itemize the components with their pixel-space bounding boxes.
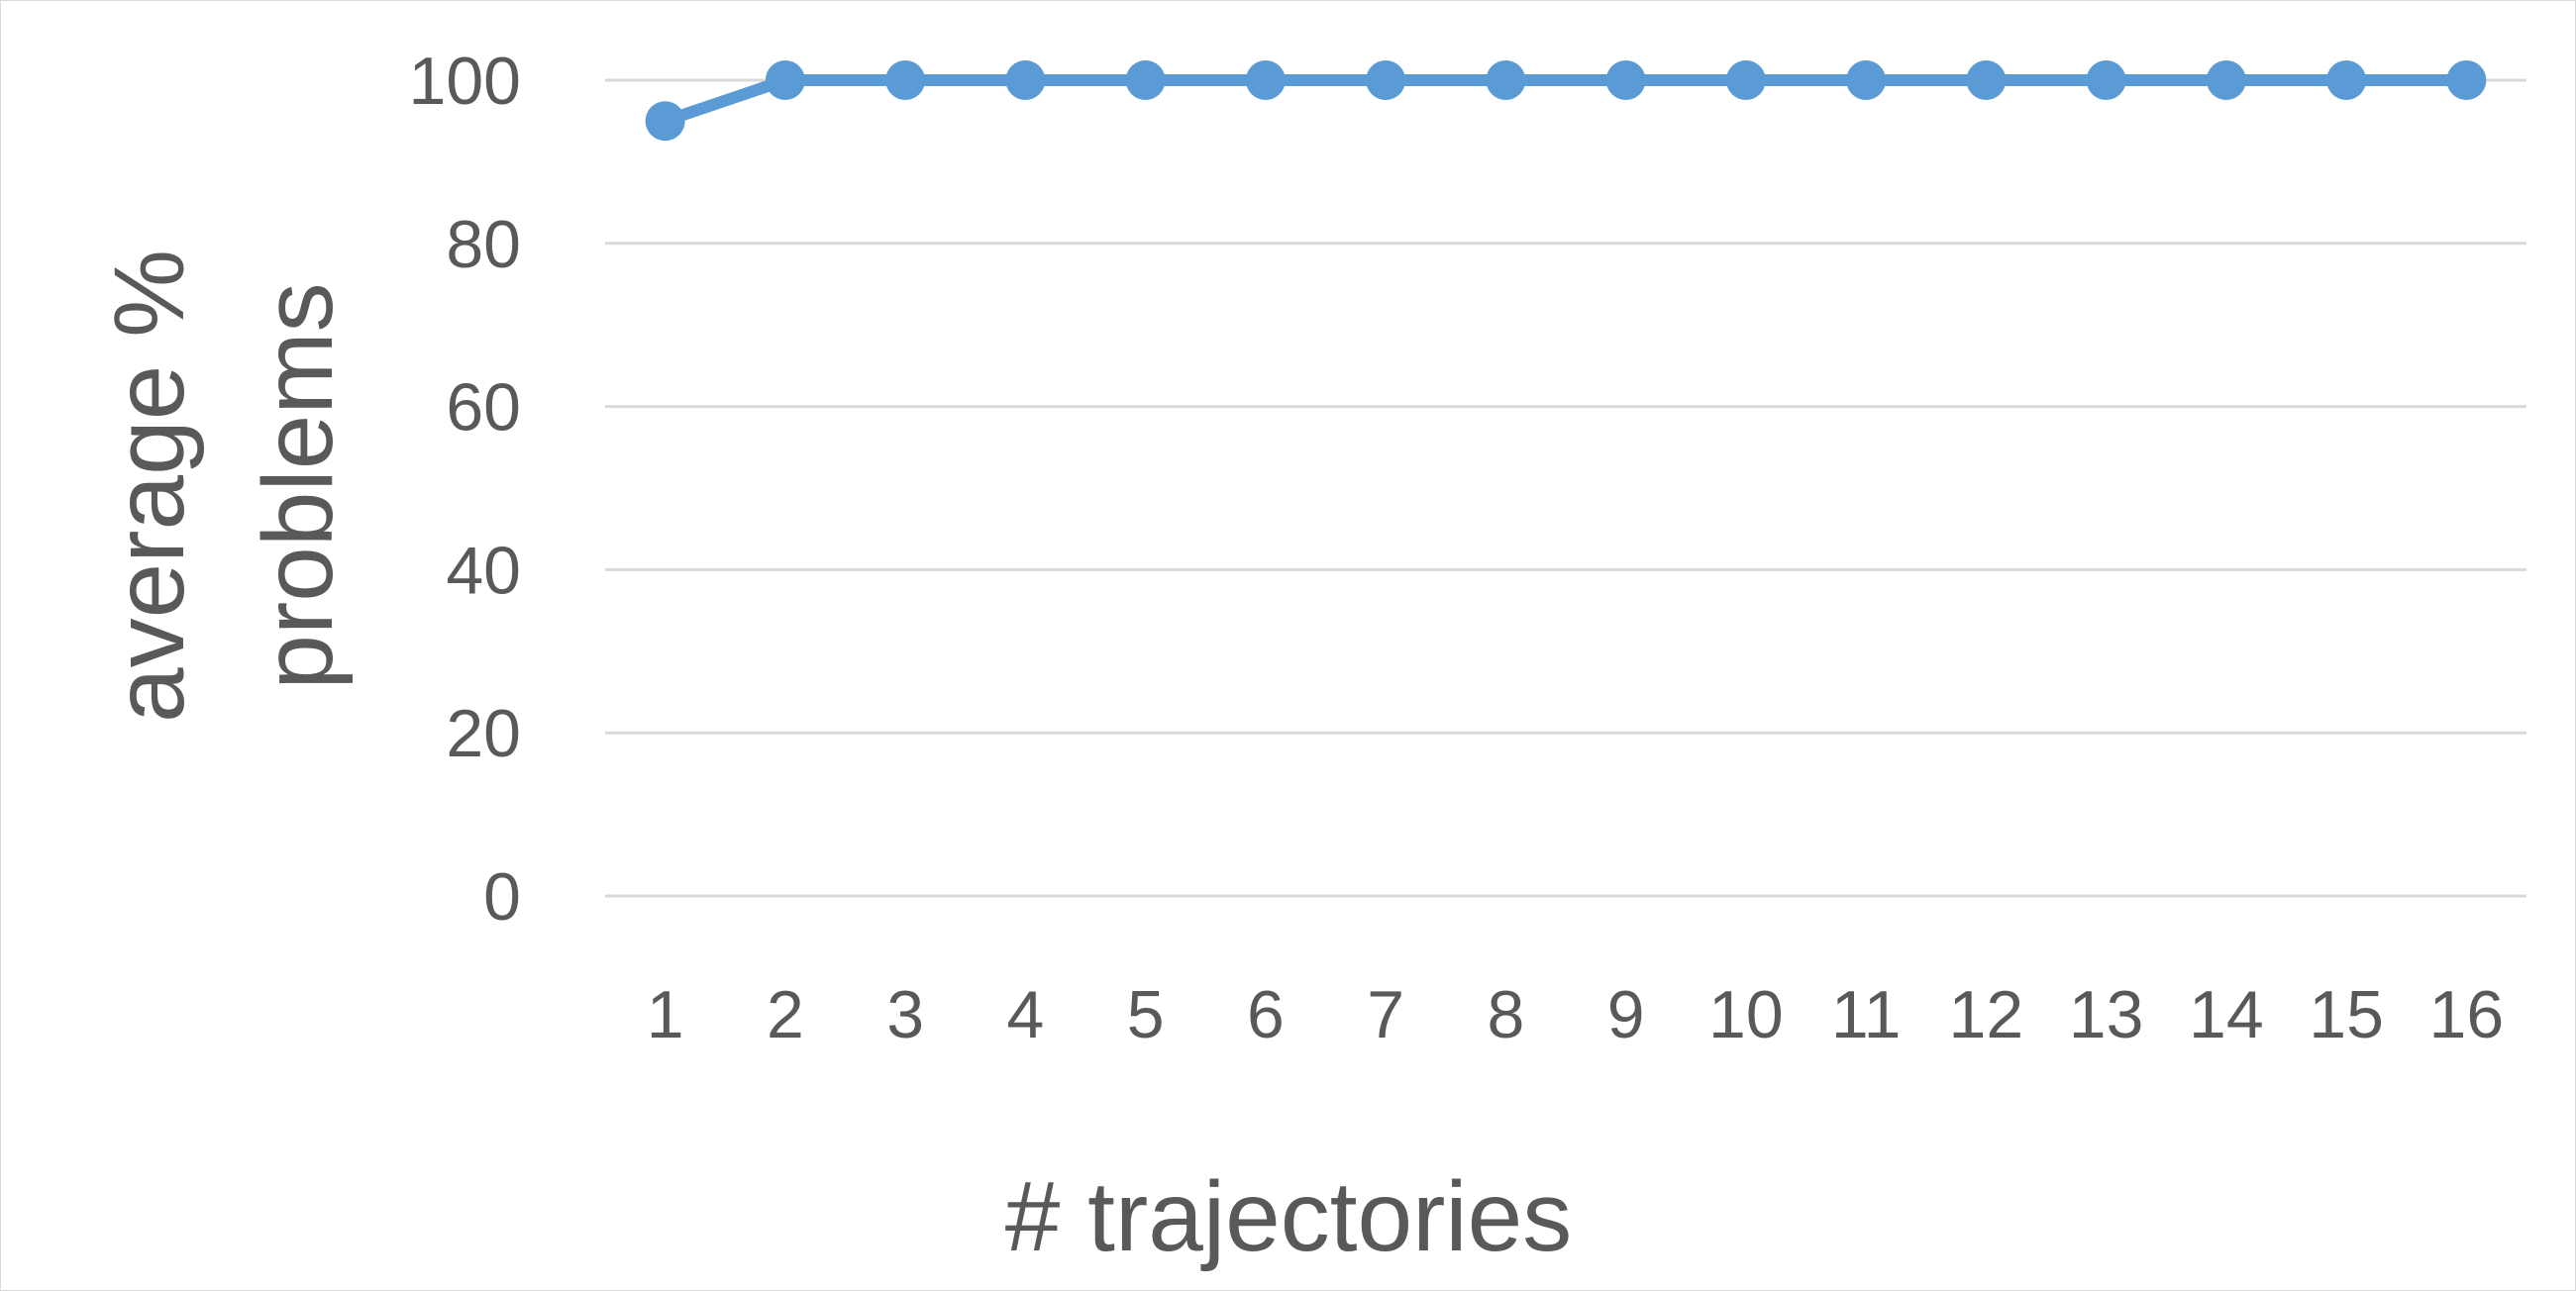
y-tick-label: 20 (446, 696, 521, 771)
series-layer (645, 60, 2487, 142)
x-tick-label: 16 (2429, 977, 2505, 1052)
data-point (1966, 60, 2007, 100)
data-point (1366, 60, 1406, 100)
data-point (2446, 60, 2487, 100)
x-tick-label: 4 (1006, 977, 1044, 1052)
x-tick-label: 14 (2189, 977, 2264, 1052)
x-tick-label: 1 (647, 977, 684, 1052)
data-point (2326, 60, 2367, 100)
data-point (1486, 60, 1526, 100)
y-axis-title-line-2: problems (243, 282, 354, 689)
x-axis-title: # trajectories (1005, 1161, 1572, 1272)
data-point (2086, 60, 2126, 100)
x-tick-label: 3 (886, 977, 924, 1052)
x-tick-label: 8 (1487, 977, 1524, 1052)
data-point (645, 101, 685, 142)
data-point (1245, 60, 1286, 100)
x-tick-label: 11 (1831, 977, 1902, 1052)
x-tick-label: 5 (1127, 977, 1165, 1052)
data-point (1125, 60, 1166, 100)
x-tick-label: 2 (767, 977, 804, 1052)
y-tick-labels: 0 20 40 60 80 100 (409, 44, 521, 935)
y-axis-title-line-1: average % (94, 249, 205, 723)
x-tick-labels: 1 2 3 4 5 6 7 8 9 10 11 12 13 14 15 16 (647, 977, 2504, 1052)
y-tick-label: 100 (409, 44, 521, 119)
data-point (1846, 60, 1887, 100)
data-point (1605, 60, 1646, 100)
data-point (2206, 60, 2246, 100)
data-point (885, 60, 926, 100)
x-tick-label: 7 (1367, 977, 1404, 1052)
x-tick-label: 12 (1949, 977, 2024, 1052)
x-tick-label: 13 (2069, 977, 2144, 1052)
series-line (663, 74, 2467, 127)
data-point (765, 60, 805, 100)
data-point (1725, 60, 1766, 100)
y-tick-label: 0 (483, 859, 521, 935)
y-tick-label: 60 (446, 370, 521, 446)
x-tick-label: 10 (1708, 977, 1784, 1052)
x-tick-label: 6 (1247, 977, 1285, 1052)
x-tick-label: 15 (2309, 977, 2384, 1052)
y-tick-label: 40 (446, 533, 521, 608)
x-tick-label: 9 (1607, 977, 1645, 1052)
data-point (1005, 60, 1046, 100)
y-tick-label: 80 (446, 207, 521, 282)
gridlines (605, 78, 2526, 898)
